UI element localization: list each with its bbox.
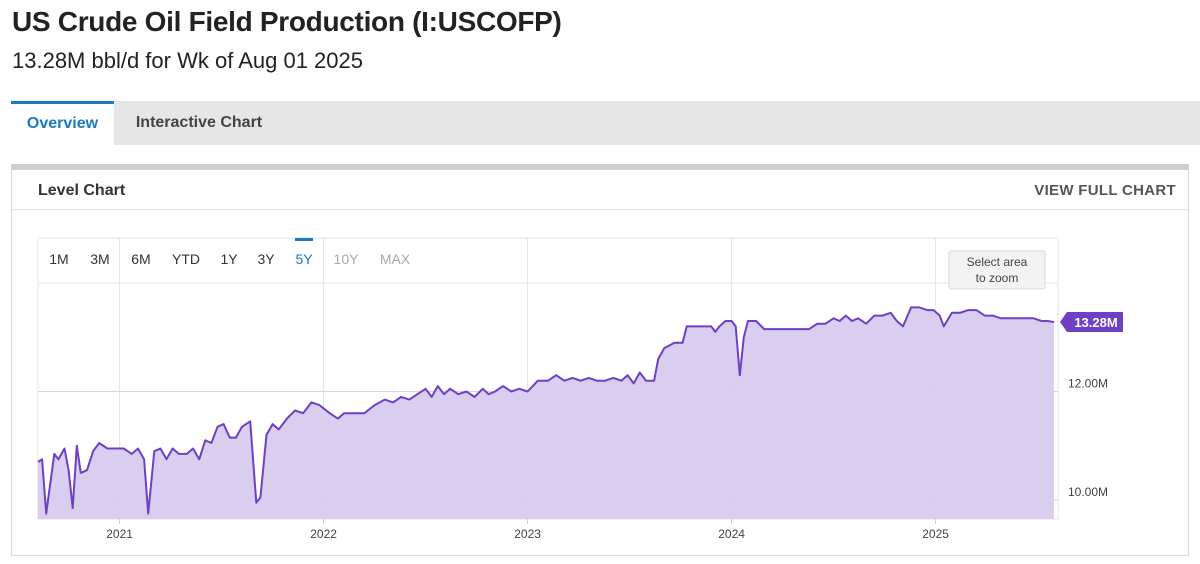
range-button-ytd[interactable]: YTD <box>172 251 200 267</box>
range-button-10y[interactable]: 10Y <box>334 251 360 267</box>
panel-header: Level Chart VIEW FULL CHART <box>12 170 1188 210</box>
range-button-1m[interactable]: 1M <box>49 251 68 267</box>
view-full-chart-link[interactable]: VIEW FULL CHART <box>1034 182 1176 199</box>
zoom-hint-box <box>948 250 1046 290</box>
range-button-6m[interactable]: 6M <box>131 251 150 267</box>
x-tick-label: 2023 <box>514 527 541 541</box>
range-button-5y[interactable]: 5Y <box>295 251 313 267</box>
series-line <box>37 306 1055 515</box>
range-button-max[interactable]: MAX <box>380 251 411 267</box>
last-value-marker <box>1060 312 1123 333</box>
range-button-3y[interactable]: 3Y <box>257 251 275 267</box>
last-value-label: 13.28M <box>1074 315 1117 330</box>
tab-overview[interactable]: Overview <box>11 101 114 145</box>
page-subtitle: 13.28M bbl/d for Wk of Aug 01 2025 <box>12 48 364 73</box>
series-area-fill <box>38 307 1054 519</box>
last-value-badge: 13.28M <box>1060 312 1123 333</box>
y-tick-label: 12.00M <box>1068 377 1108 391</box>
page-title: US Crude Oil Field Production (I:USCOFP) <box>12 6 562 37</box>
range-button-3m[interactable]: 3M <box>90 251 109 267</box>
x-tick-label: 2025 <box>922 527 949 541</box>
panel-title: Level Chart <box>38 182 126 199</box>
x-axis: 2021 2022 2023 2024 2025 <box>106 519 949 541</box>
x-tick-label: 2022 <box>310 527 337 541</box>
range-active-indicator <box>295 238 313 241</box>
y-axis: 10.00M 12.00M <box>1068 377 1108 500</box>
range-button-1y[interactable]: 1Y <box>220 251 238 267</box>
zoom-hint: Select area to zoom <box>948 250 1046 290</box>
tab-interactive-chart[interactable]: Interactive Chart <box>135 114 263 131</box>
x-tick-label: 2024 <box>718 527 745 541</box>
zoom-hint-line-1: Select area <box>967 255 1028 269</box>
tab-bar: Overview Interactive Chart <box>11 101 1200 145</box>
y-tick-label: 10.00M <box>1068 485 1108 499</box>
x-tick-label: 2021 <box>106 527 133 541</box>
zoom-hint-line-2: to zoom <box>976 271 1019 285</box>
series-area <box>37 306 1055 519</box>
range-selector: 1M 3M 6M YTD 1Y 3Y 5Y 10Y MAX <box>49 238 411 267</box>
